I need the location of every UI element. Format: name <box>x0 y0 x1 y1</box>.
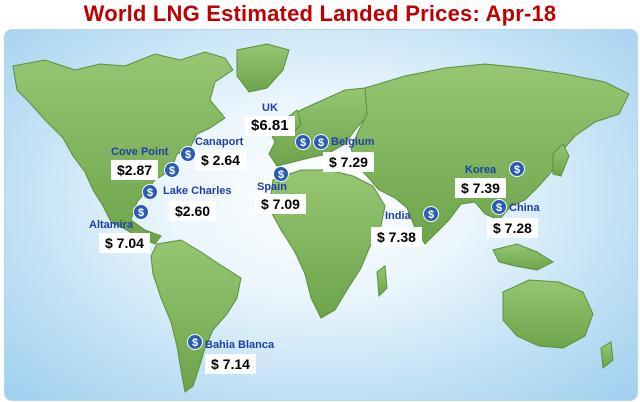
dollar-coin-icon[interactable]: $ <box>491 199 507 215</box>
price-spain: $ 7.09 <box>255 194 306 214</box>
price-lake-charles: $2.60 <box>169 201 217 221</box>
south-america-landmass <box>150 239 242 393</box>
location-label-korea: Korea <box>465 164 497 176</box>
svg-text:$: $ <box>496 202 502 214</box>
dollar-coin-icon[interactable]: $ <box>295 134 311 150</box>
price-bahia-blanca: $ 7.14 <box>205 354 256 374</box>
madagascar-landmass <box>376 265 388 298</box>
dollar-coin-icon[interactable]: $ <box>423 206 439 222</box>
svg-text:$: $ <box>147 187 153 199</box>
dollar-coin-icon[interactable]: $ <box>164 162 180 178</box>
svg-text:$: $ <box>514 164 520 176</box>
europe-landmass <box>266 87 378 167</box>
southeast-asia-islands <box>492 243 555 271</box>
dollar-coin-icon[interactable]: $ <box>187 334 203 350</box>
svg-text:$: $ <box>428 209 434 221</box>
dollar-coin-icon[interactable]: $ <box>509 161 525 177</box>
dollar-coin-icon[interactable]: $ <box>133 204 149 220</box>
price-uk: $6.81 <box>245 116 295 136</box>
world-land-masses <box>12 43 630 393</box>
map-title: World LNG Estimated Landed Prices: Apr-1… <box>83 1 557 26</box>
price-altamira: $ 7.04 <box>99 233 150 253</box>
svg-text:$: $ <box>300 137 306 149</box>
dollar-coin-icon[interactable]: $ <box>313 134 329 150</box>
new-zealand-landmass <box>600 341 614 369</box>
location-label-canaport: Canaport <box>195 136 244 148</box>
dollar-coin-icon[interactable]: $ <box>273 166 289 182</box>
location-label-uk: UK <box>262 102 278 114</box>
location-label-cove-point: Cove Point <box>111 146 169 158</box>
price-cove-point: $2.87 <box>111 160 159 180</box>
location-label-china: China <box>509 202 540 214</box>
price-korea: $ 7.39 <box>455 178 506 198</box>
greenland-landmass <box>236 43 290 93</box>
svg-text:$: $ <box>185 149 191 161</box>
north-america-landmass <box>12 51 234 245</box>
japan-landmass <box>552 143 570 177</box>
price-belgium: $ 7.29 <box>323 152 374 172</box>
dollar-coin-icon[interactable]: $ <box>142 184 158 200</box>
price-india: $ 7.38 <box>371 227 422 247</box>
location-label-lake-charles: Lake Charles <box>163 185 232 197</box>
price-china: $ 7.28 <box>487 218 538 238</box>
location-label-belgium: Belgium <box>331 136 375 148</box>
svg-text:$: $ <box>278 169 284 181</box>
australia-landmass <box>502 279 594 349</box>
svg-text:$: $ <box>318 137 324 149</box>
location-label-india: India <box>385 210 411 222</box>
dollar-coin-icon[interactable]: $ <box>180 146 196 162</box>
price-canaport: $ 2.64 <box>195 150 246 170</box>
location-label-spain: Spain <box>257 181 287 193</box>
svg-text:$: $ <box>192 337 198 349</box>
svg-text:$: $ <box>169 165 175 177</box>
location-label-bahia-blanca: Bahia Blanca <box>205 339 275 351</box>
location-label-altamira: Altamira <box>89 219 134 231</box>
svg-text:$: $ <box>138 207 144 219</box>
world-map-panel: UK $6.81 $ $ Belgium $ 7.29 Cove Point $… <box>4 29 638 401</box>
